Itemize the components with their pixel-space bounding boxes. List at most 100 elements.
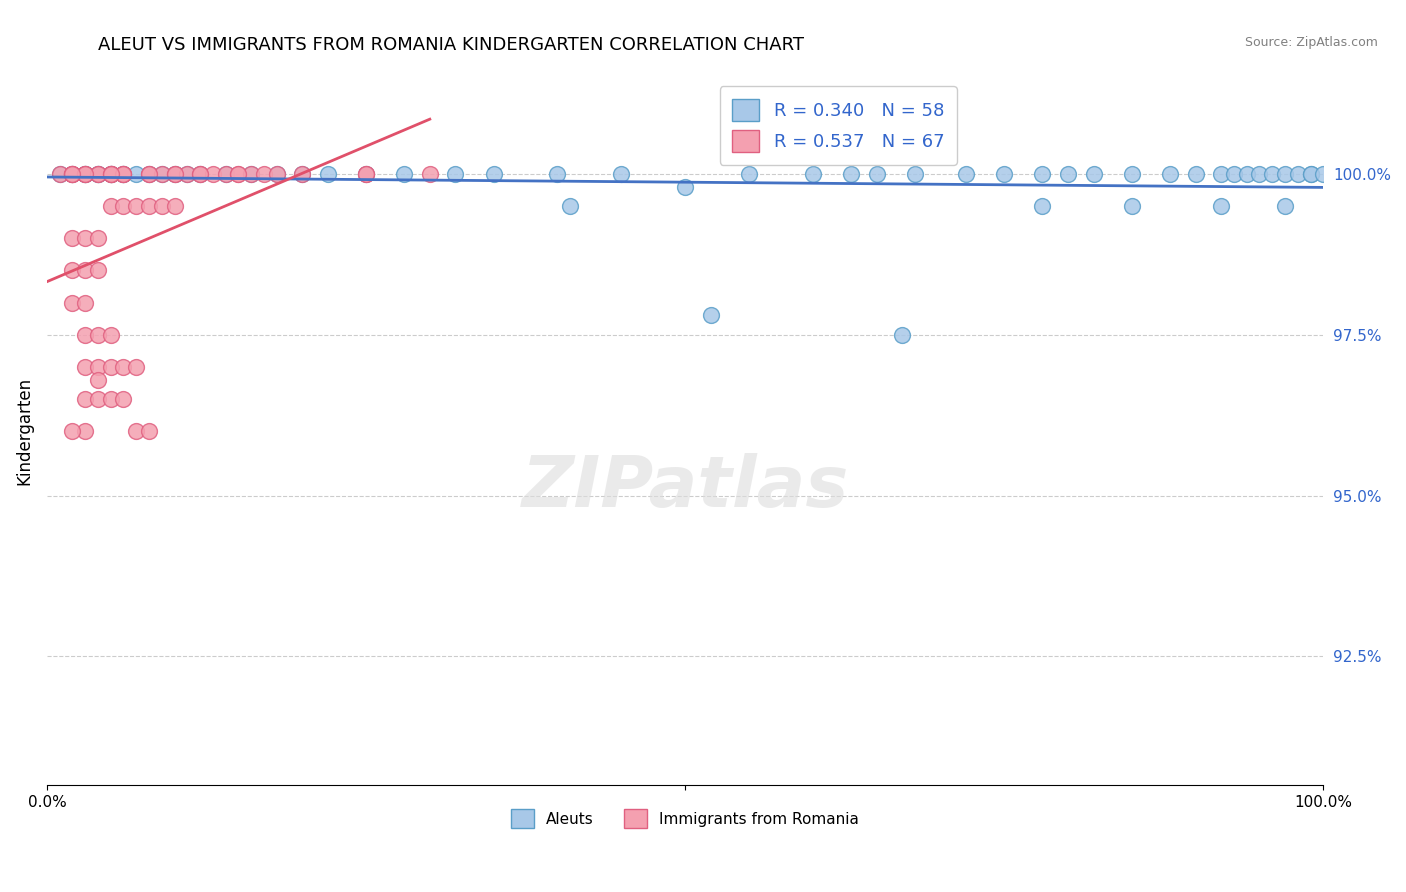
Point [253, 167, 276, 181]
Point [354, 167, 377, 181]
Point [176, 167, 198, 181]
Point [87, 392, 110, 406]
Point [1121, 199, 1143, 213]
Point [610, 167, 633, 181]
Point [1184, 167, 1206, 181]
Point [62, 167, 84, 181]
Point [100, 359, 122, 374]
Point [163, 167, 186, 181]
Point [673, 179, 696, 194]
Point [100, 167, 122, 181]
Point [87, 167, 110, 181]
Point [87, 263, 110, 277]
Point [1299, 167, 1322, 181]
Point [87, 167, 110, 181]
Point [228, 167, 250, 181]
Point [291, 167, 314, 181]
Point [1299, 167, 1322, 181]
Point [87, 359, 110, 374]
Point [354, 167, 377, 181]
Point [87, 231, 110, 245]
Point [138, 167, 160, 181]
Point [291, 167, 314, 181]
Point [48, 167, 70, 181]
Point [112, 167, 135, 181]
Point [112, 392, 135, 406]
Point [75, 167, 97, 181]
Point [1274, 199, 1296, 213]
Point [1286, 167, 1309, 181]
Point [419, 167, 441, 181]
Point [112, 167, 135, 181]
Point [112, 199, 135, 213]
Point [75, 167, 97, 181]
Point [188, 167, 211, 181]
Point [112, 359, 135, 374]
Point [125, 199, 148, 213]
Point [48, 167, 70, 181]
Point [100, 167, 122, 181]
Point [444, 167, 467, 181]
Point [87, 327, 110, 342]
Point [112, 167, 135, 181]
Point [75, 359, 97, 374]
Point [75, 295, 97, 310]
Point [738, 167, 761, 181]
Point [100, 392, 122, 406]
Point [163, 199, 186, 213]
Point [138, 167, 160, 181]
Point [354, 167, 377, 181]
Point [839, 167, 862, 181]
Point [891, 327, 914, 342]
Point [75, 167, 97, 181]
Text: Source: ZipAtlas.com: Source: ZipAtlas.com [1244, 36, 1378, 49]
Point [188, 167, 211, 181]
Point [100, 327, 122, 342]
Point [1261, 167, 1284, 181]
Point [75, 167, 97, 181]
Point [201, 167, 224, 181]
Point [1223, 167, 1246, 181]
Point [150, 167, 173, 181]
Point [62, 424, 84, 438]
Point [62, 263, 84, 277]
Point [138, 199, 160, 213]
Point [62, 167, 84, 181]
Point [125, 167, 148, 181]
Point [1121, 167, 1143, 181]
Text: ALEUT VS IMMIGRANTS FROM ROMANIA KINDERGARTEN CORRELATION CHART: ALEUT VS IMMIGRANTS FROM ROMANIA KINDERG… [98, 36, 804, 54]
Point [100, 199, 122, 213]
Point [904, 167, 927, 181]
Point [482, 167, 505, 181]
Point [125, 359, 148, 374]
Point [1083, 167, 1105, 181]
Point [100, 167, 122, 181]
Point [1274, 167, 1296, 181]
Point [62, 167, 84, 181]
Point [75, 167, 97, 181]
Point [546, 167, 568, 181]
Point [993, 167, 1015, 181]
Point [188, 167, 211, 181]
Point [62, 167, 84, 181]
Point [62, 231, 84, 245]
Point [240, 167, 263, 181]
Point [228, 167, 250, 181]
Point [100, 167, 122, 181]
Point [75, 392, 97, 406]
Point [62, 167, 84, 181]
Point [1031, 167, 1053, 181]
Legend: Aleuts, Immigrants from Romania: Aleuts, Immigrants from Romania [505, 803, 866, 834]
Point [112, 167, 135, 181]
Point [316, 167, 339, 181]
Point [801, 167, 824, 181]
Point [75, 231, 97, 245]
Point [865, 167, 887, 181]
Point [176, 167, 198, 181]
Point [1236, 167, 1258, 181]
Point [394, 167, 416, 181]
Point [138, 424, 160, 438]
Point [112, 167, 135, 181]
Point [214, 167, 236, 181]
Point [266, 167, 288, 181]
